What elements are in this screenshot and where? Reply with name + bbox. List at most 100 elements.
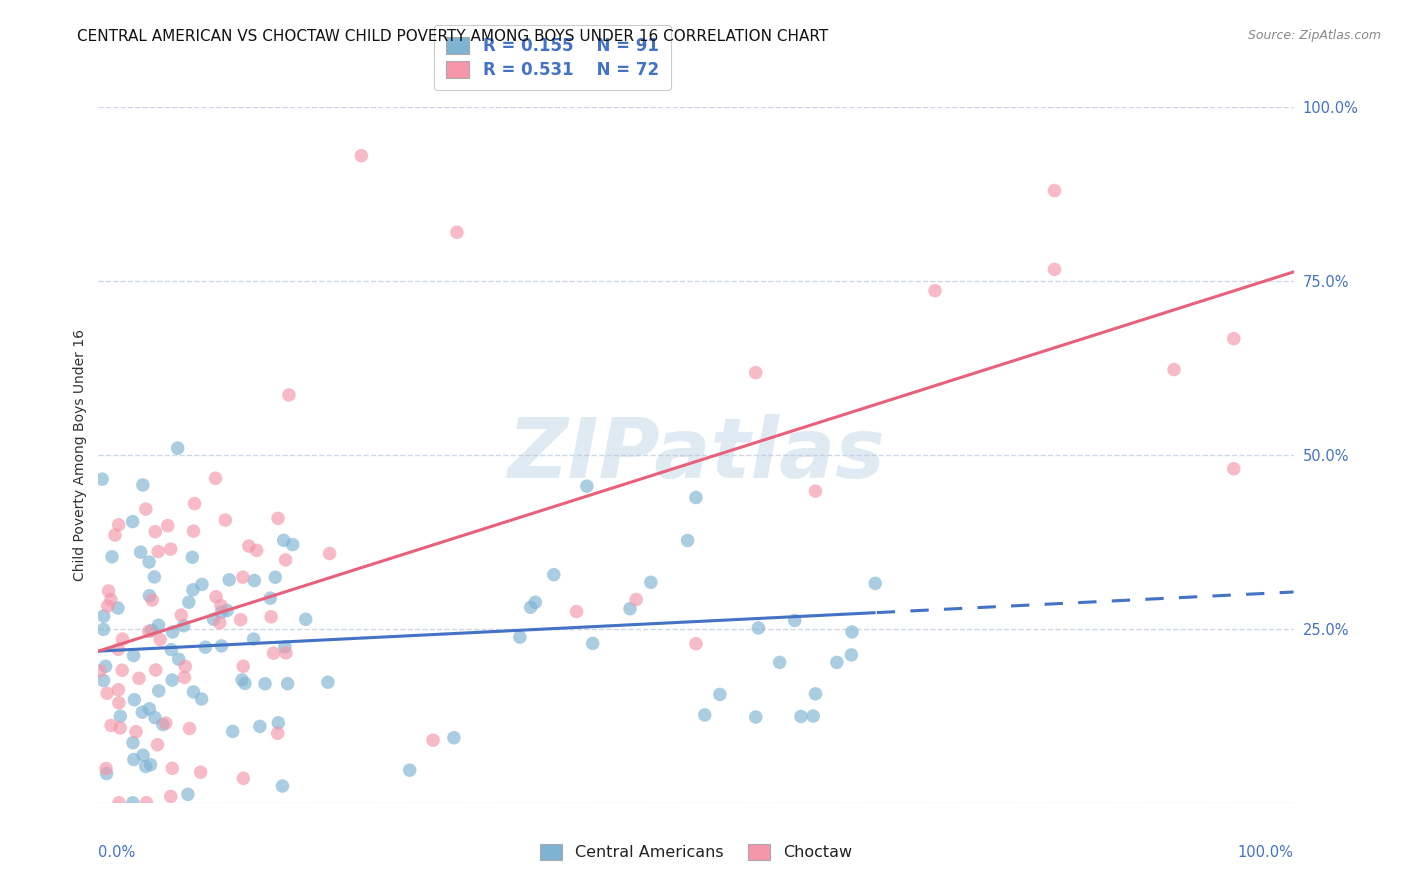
Point bbox=[865, 576, 887, 591]
Point bbox=[135, 759, 157, 773]
Point bbox=[747, 621, 769, 635]
Point bbox=[122, 752, 145, 766]
Point bbox=[94, 762, 117, 776]
Point bbox=[143, 524, 166, 539]
Text: ZIPatlas: ZIPatlas bbox=[508, 415, 884, 495]
Point bbox=[274, 640, 297, 654]
Point bbox=[841, 648, 863, 662]
Point bbox=[254, 677, 277, 691]
Point bbox=[267, 511, 290, 525]
Point bbox=[640, 575, 662, 590]
Point bbox=[101, 549, 124, 564]
Point bbox=[582, 636, 605, 650]
Point bbox=[242, 632, 264, 646]
Point bbox=[422, 733, 444, 747]
Point bbox=[565, 605, 588, 619]
Point bbox=[543, 567, 565, 582]
Point bbox=[138, 702, 160, 716]
Point bbox=[177, 595, 200, 609]
Point bbox=[135, 502, 157, 516]
Point bbox=[825, 656, 848, 670]
Point bbox=[446, 225, 468, 239]
Point bbox=[229, 613, 252, 627]
Point bbox=[125, 724, 148, 739]
Point bbox=[626, 592, 648, 607]
Point bbox=[122, 736, 145, 750]
Point bbox=[1043, 262, 1066, 277]
Legend: Central Americans, Choctaw: Central Americans, Choctaw bbox=[529, 832, 863, 871]
Point bbox=[146, 544, 169, 558]
Text: 100.0%: 100.0% bbox=[1237, 845, 1294, 860]
Point bbox=[233, 676, 256, 690]
Point bbox=[208, 615, 231, 630]
Point bbox=[202, 612, 225, 626]
Point bbox=[267, 715, 290, 730]
Point bbox=[318, 547, 340, 561]
Point bbox=[509, 630, 531, 644]
Point bbox=[709, 688, 731, 702]
Point bbox=[100, 592, 122, 607]
Point bbox=[135, 796, 157, 810]
Point bbox=[143, 711, 166, 725]
Text: Source: ZipAtlas.com: Source: ZipAtlas.com bbox=[1247, 29, 1381, 42]
Point bbox=[132, 478, 155, 492]
Point bbox=[97, 584, 120, 599]
Point bbox=[790, 709, 813, 723]
Point bbox=[443, 731, 465, 745]
Point bbox=[173, 618, 195, 632]
Point bbox=[398, 763, 420, 777]
Point bbox=[148, 684, 170, 698]
Y-axis label: Child Poverty Among Boys Under 16: Child Poverty Among Boys Under 16 bbox=[73, 329, 87, 581]
Point bbox=[131, 705, 153, 719]
Point bbox=[183, 497, 205, 511]
Point bbox=[179, 722, 201, 736]
Point bbox=[350, 149, 373, 163]
Point bbox=[156, 518, 179, 533]
Point bbox=[148, 618, 170, 632]
Point bbox=[1223, 332, 1246, 346]
Point bbox=[94, 659, 117, 673]
Point bbox=[211, 605, 233, 619]
Point bbox=[107, 642, 129, 657]
Point bbox=[108, 721, 131, 735]
Point bbox=[1223, 462, 1246, 476]
Point bbox=[141, 593, 163, 607]
Point bbox=[238, 539, 260, 553]
Point bbox=[205, 590, 228, 604]
Point bbox=[804, 484, 827, 499]
Point bbox=[1043, 184, 1066, 198]
Point bbox=[107, 601, 129, 615]
Point bbox=[191, 577, 214, 591]
Point bbox=[129, 545, 152, 559]
Point bbox=[110, 709, 132, 723]
Point bbox=[209, 599, 232, 613]
Point bbox=[745, 366, 768, 380]
Point bbox=[685, 491, 707, 505]
Point bbox=[93, 623, 115, 637]
Point bbox=[97, 599, 120, 614]
Point bbox=[181, 550, 204, 565]
Point bbox=[243, 574, 266, 588]
Point bbox=[259, 591, 281, 606]
Point bbox=[194, 640, 217, 655]
Point bbox=[111, 663, 134, 677]
Point bbox=[264, 570, 287, 584]
Point bbox=[619, 601, 641, 615]
Point bbox=[122, 648, 145, 663]
Point bbox=[155, 716, 177, 731]
Point bbox=[100, 718, 122, 732]
Point bbox=[121, 796, 143, 810]
Point bbox=[89, 664, 111, 678]
Point bbox=[190, 765, 212, 780]
Point bbox=[108, 696, 131, 710]
Point bbox=[121, 515, 143, 529]
Point bbox=[277, 676, 299, 690]
Point bbox=[277, 388, 299, 402]
Point bbox=[162, 625, 184, 640]
Point bbox=[232, 772, 254, 786]
Point bbox=[124, 692, 146, 706]
Point bbox=[263, 646, 285, 660]
Point bbox=[166, 441, 188, 455]
Point bbox=[138, 589, 160, 603]
Point bbox=[190, 692, 212, 706]
